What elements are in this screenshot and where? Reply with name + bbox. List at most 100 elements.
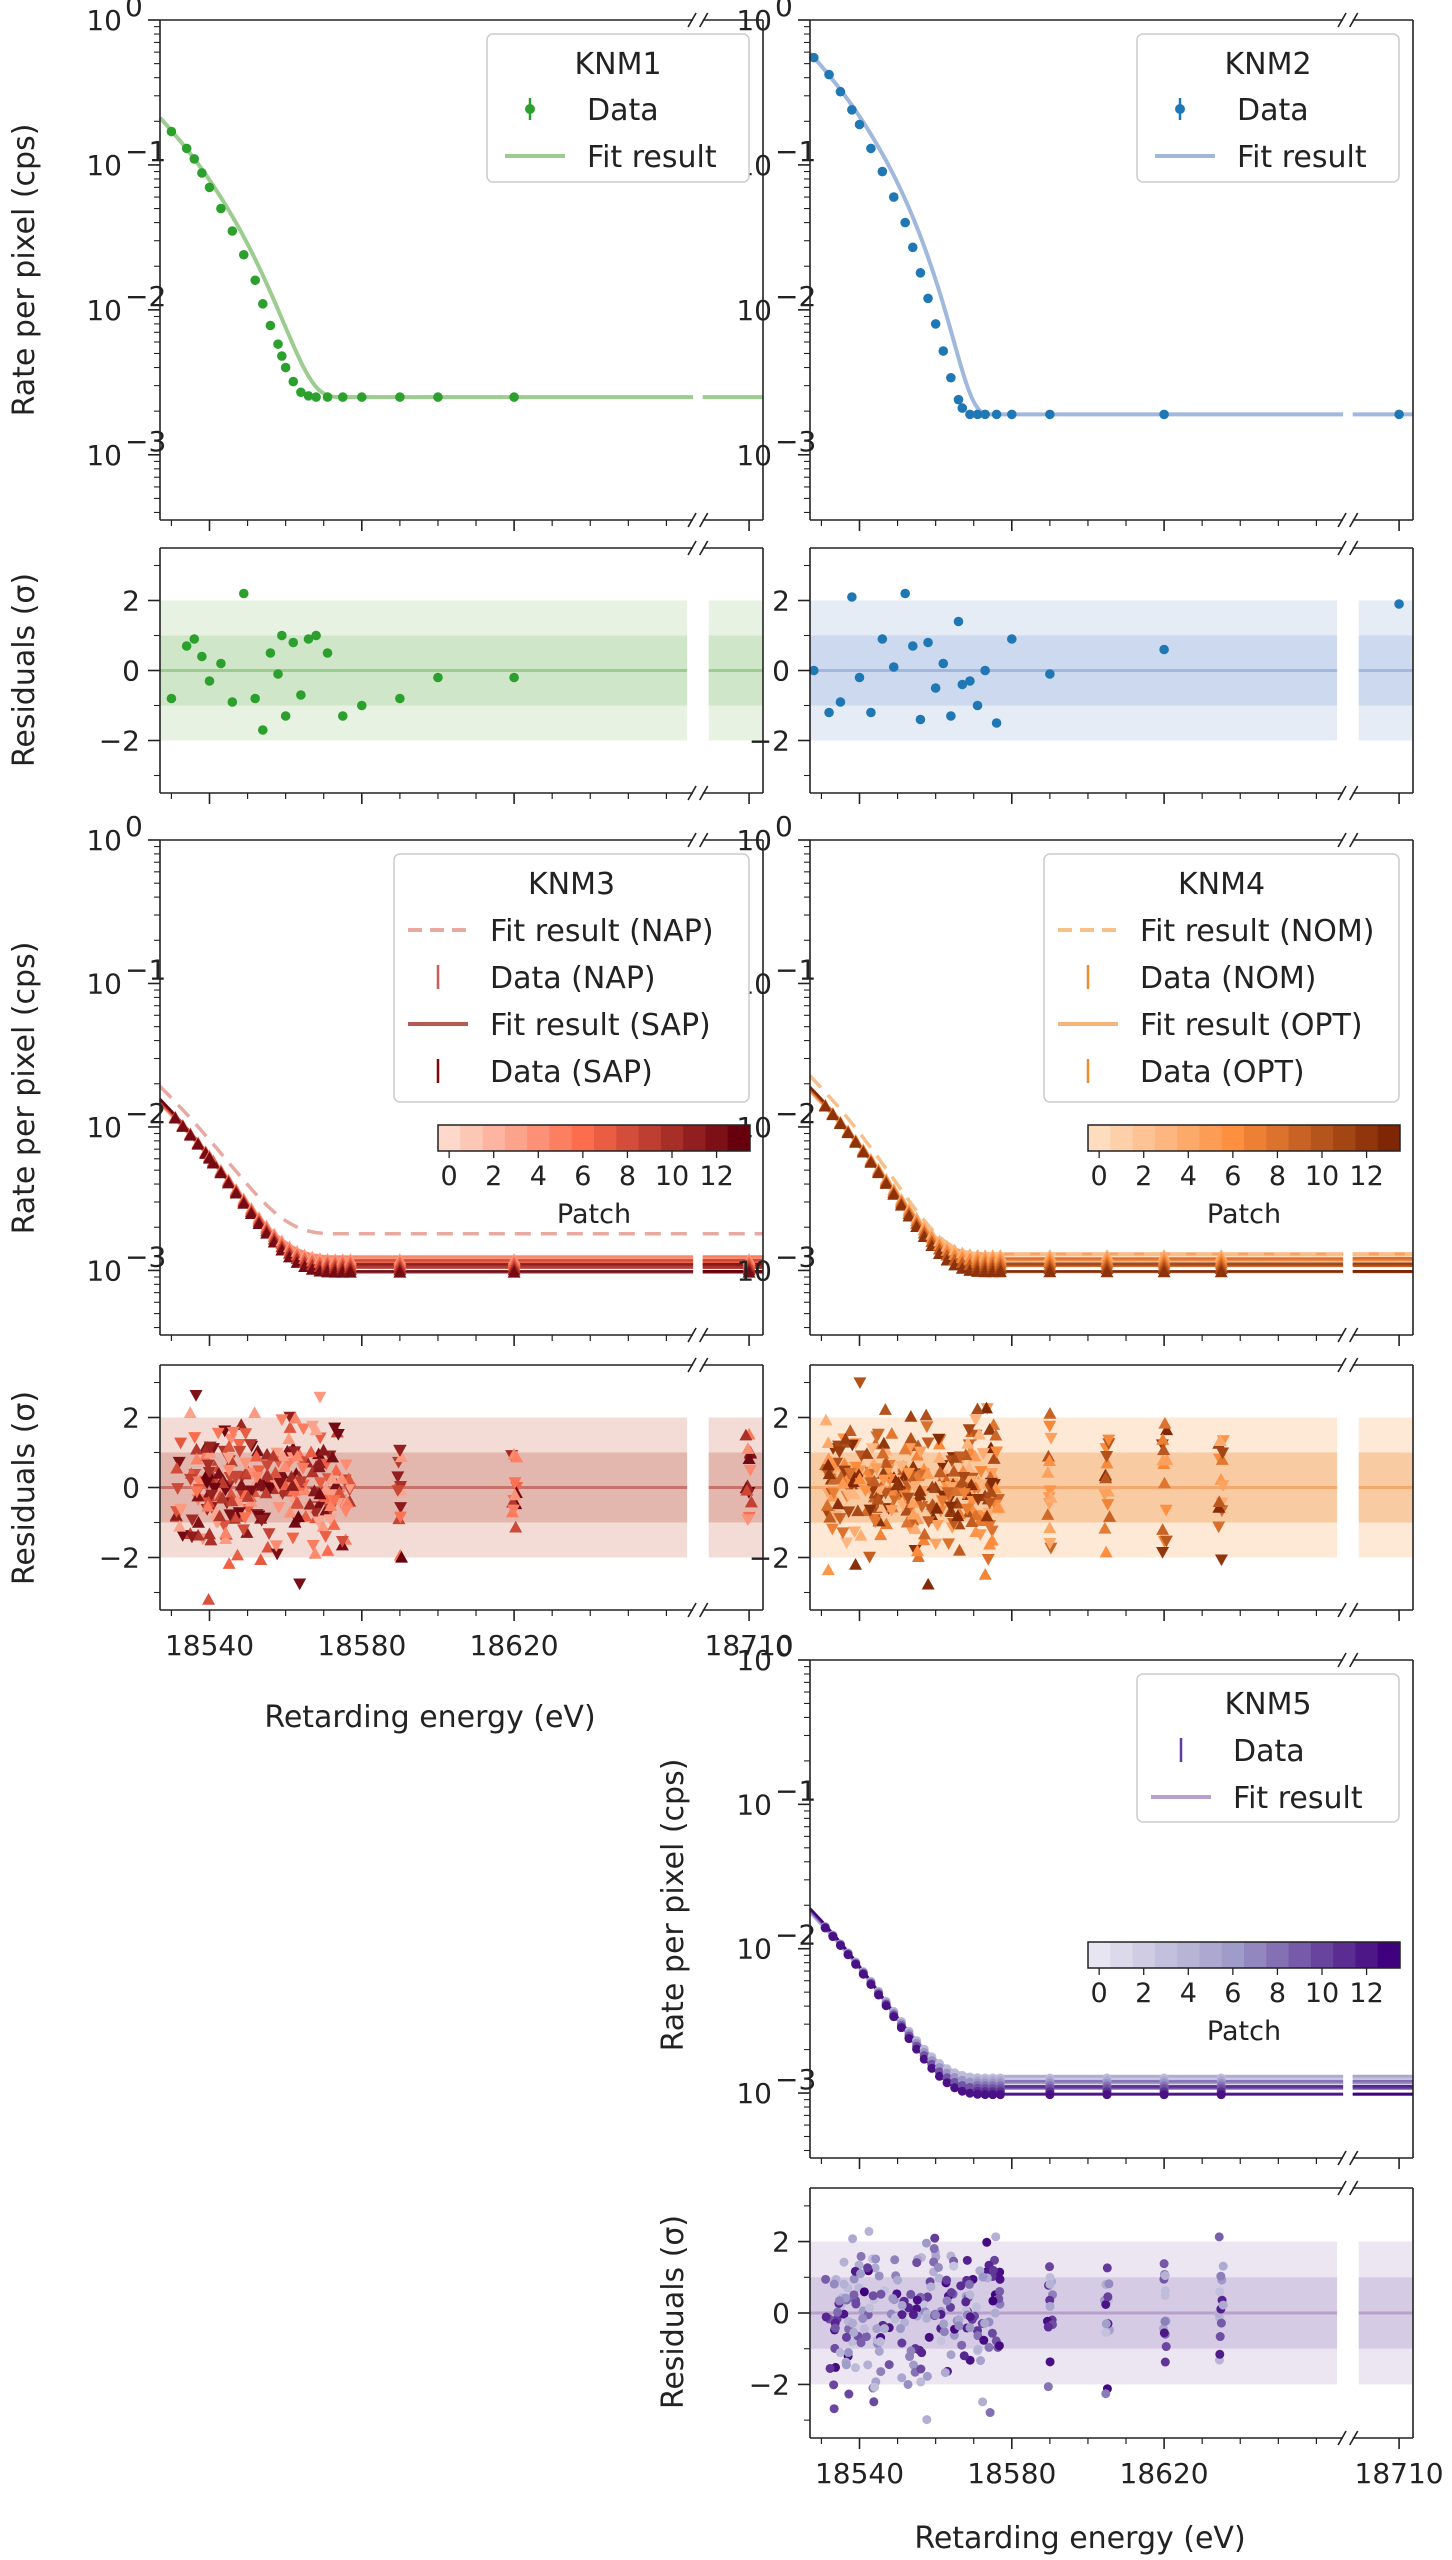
KNM5-data-marker xyxy=(965,2089,974,2098)
KNM5-data-marker xyxy=(1102,2090,1111,2099)
y-tick-label-exponent: −1 xyxy=(775,135,816,168)
KNM5-colorbar-cell xyxy=(1110,1942,1133,1968)
KNM5-residual-marker xyxy=(912,2258,921,2267)
KNM5-data-marker xyxy=(920,2055,929,2064)
KNM5-residual-marker xyxy=(839,2280,848,2289)
KNM3-legend-entry: Fit result (SAP) xyxy=(490,1008,711,1043)
KNM4-legend-entry: Fit result (OPT) xyxy=(1140,1008,1363,1043)
KNM5-data-marker xyxy=(874,1990,883,1999)
KNM5-residual-marker xyxy=(960,2351,969,2360)
y-tick-label-base: 10 xyxy=(86,824,122,857)
KNM4-colorbar-cell xyxy=(1311,1125,1334,1151)
KNM4-fit-curve-patch xyxy=(810,1089,1343,1259)
KNM2-residual-point xyxy=(1007,634,1017,644)
KNM2-data-point xyxy=(855,120,865,130)
KNM5-colorbar-tick-label: 6 xyxy=(1224,1978,1241,2009)
KNM5-residual-marker xyxy=(954,2321,963,2330)
KNM1-residual-point xyxy=(357,701,367,711)
KNM5-residual-marker xyxy=(966,2323,975,2332)
KNM5-legend-entry: Fit result xyxy=(1233,1781,1363,1816)
KNM2-residual-point xyxy=(866,708,876,718)
KNM2-data-point xyxy=(1045,410,1055,420)
KNM4-colorbar-cell xyxy=(1355,1125,1378,1151)
legend-layer: KNM1DataFit resultKNM2DataFit resultKNM3… xyxy=(394,34,1401,2047)
y-res-tick-label: −2 xyxy=(749,1542,790,1575)
KNM5-residual-marker xyxy=(893,2276,902,2285)
y-tick-label-base: 10 xyxy=(736,439,772,472)
KNM5-residual-marker xyxy=(848,2234,857,2243)
KNM5-fit-curve-patch xyxy=(810,1914,1343,2079)
KNM3-colorbar-cell xyxy=(505,1125,528,1151)
KNM1-data-point xyxy=(338,392,348,402)
x-tick-label: 18580 xyxy=(317,1629,406,1662)
KNM5-residual-marker xyxy=(1101,2389,1110,2398)
KNM4-legend-entry: Fit result (NOM) xyxy=(1140,914,1374,949)
ylabel-res-knm5: Residuals (σ) xyxy=(656,2215,691,2409)
KNM5-residual-marker xyxy=(913,2296,922,2305)
KNM5-residual-marker xyxy=(888,2294,897,2303)
KNM5-residual-marker xyxy=(897,2373,906,2382)
KNM5-data-marker xyxy=(904,2034,913,2043)
KNM5-residual-marker xyxy=(972,2303,981,2312)
KNM1-residual-point xyxy=(433,673,443,683)
KNM2-residual-point xyxy=(992,718,1002,728)
KNM4-colorbar-label: Patch xyxy=(1207,1199,1281,1230)
KNM5-residual-marker xyxy=(863,2360,872,2369)
KNM4-colorbar-tick-label: 4 xyxy=(1180,1161,1197,1192)
KNM5-residual-marker xyxy=(909,2310,918,2319)
y-tick-label-exponent: 0 xyxy=(125,0,143,23)
y-tick-label-base: 10 xyxy=(86,294,122,327)
y-tick-label-base: 10 xyxy=(736,294,772,327)
KNM5-residual-marker xyxy=(1103,2292,1112,2301)
KNM2-residual-point xyxy=(855,673,865,683)
KNM4-fit-curve-patch xyxy=(810,1088,1343,1265)
KNM5-data-marker xyxy=(1217,2090,1226,2099)
x-tick-label: 18620 xyxy=(1120,2457,1209,2490)
KNM4-colorbar-cell xyxy=(1244,1125,1267,1151)
KNM5-residual-marker xyxy=(976,2356,985,2365)
KNM5-legend-title: KNM5 xyxy=(1224,1687,1311,1722)
KNM5-residual-marker xyxy=(830,2280,839,2289)
KNM5-residual-marker xyxy=(856,2269,865,2278)
KNM5-residual-marker xyxy=(941,2368,950,2377)
KNM2-data-point xyxy=(836,87,846,97)
KNM2-residual-point xyxy=(923,638,933,648)
KNM2-residual-point xyxy=(938,659,948,669)
KNM5-residual-marker xyxy=(869,2291,878,2300)
KNM3-colorbar-label: Patch xyxy=(557,1199,631,1230)
KNM3-colorbar-cell xyxy=(661,1125,684,1151)
y-tick-label-base: 10 xyxy=(736,2077,772,2110)
KNM5-residual-marker xyxy=(1044,2323,1053,2332)
KNM5-residual-marker xyxy=(1162,2342,1171,2351)
KNM5-residual-marker xyxy=(860,2287,869,2296)
KNM3-residual-marker xyxy=(202,1593,215,1605)
KNM2-data-point xyxy=(954,395,964,405)
KNM5-fit-curve-patch xyxy=(810,1910,1343,2081)
KNM5-colorbar-cell xyxy=(1199,1942,1222,1968)
xlabel-right: Retarding energy (eV) xyxy=(914,2521,1245,2556)
xlabel-left: Retarding energy (eV) xyxy=(264,1700,595,1735)
KNM5-residual-marker xyxy=(986,2408,995,2417)
KNM1-data-point xyxy=(323,392,333,402)
KNM2-residual-point xyxy=(1045,669,1055,679)
KNM1-residual-point xyxy=(311,631,321,641)
KNM1-data-point xyxy=(167,127,177,137)
KNM1-residual-point xyxy=(266,648,276,658)
KNM2-data-point xyxy=(923,294,933,304)
KNM2-residual-point xyxy=(824,708,834,718)
KNM2-data-point xyxy=(946,373,956,383)
KNM1-data-point xyxy=(216,204,226,214)
y-tick-label-exponent: 0 xyxy=(775,1630,793,1663)
KNM3-colorbar-tick-label: 8 xyxy=(619,1161,636,1192)
KNM5-residual-marker xyxy=(1101,2300,1110,2309)
KNM1-residual-point xyxy=(189,634,199,644)
KNM5-residual-marker xyxy=(885,2360,894,2369)
KNM3-fit-curve-patch xyxy=(160,1099,693,1264)
KNM3-legend-title: KNM3 xyxy=(528,867,615,902)
KNM1-residual-point xyxy=(338,711,348,721)
KNM4-colorbar-cell xyxy=(1155,1125,1178,1151)
KNM4-colorbar-cell xyxy=(1266,1125,1289,1151)
KNM5-residual-marker xyxy=(857,2252,866,2261)
KNM3-legend-entry: Fit result (NAP) xyxy=(490,914,714,949)
KNM5-residual-marker xyxy=(978,2273,987,2282)
